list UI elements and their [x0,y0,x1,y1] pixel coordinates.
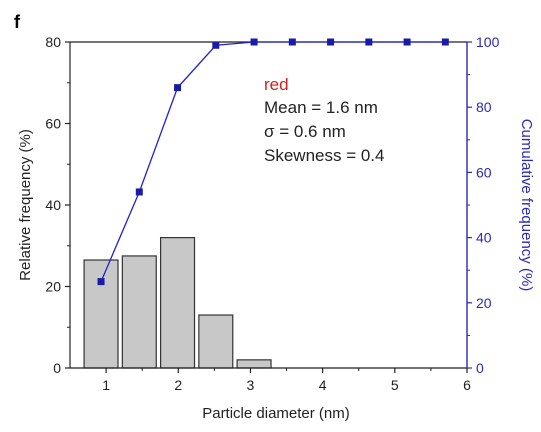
histogram-bar-3 [159,237,196,369]
histogram-bar-4 [198,314,234,369]
y2-tick-label-20: 20 [476,295,492,311]
annotation-block: red Mean = 1.6 nm σ = 0.6 nm Skewness = … [264,75,385,165]
cumulative-series [97,38,449,286]
y2-tick-label-80: 80 [476,99,492,115]
x-tick-label-3: 3 [247,377,255,393]
cumulative-point-3 [174,84,182,92]
y-tick-label-40: 40 [45,197,61,213]
histogram-bar-1 [83,259,119,369]
x-tick-label-5: 5 [391,377,399,393]
y-tick-label-20: 20 [45,279,61,295]
annotation-skewness: Skewness = 0.4 [264,146,385,165]
cumulative-line [100,41,446,282]
bars-group [83,237,272,369]
y2-axis-title: Cumulative frequency (%) [518,119,535,292]
y-tick-label-0: 0 [53,360,61,376]
cumulative-point-10 [441,38,449,46]
annotation-sigma: σ = 0.6 nm [264,122,346,141]
y2-tick-label-40: 40 [476,230,492,246]
y-tick-label-80: 80 [45,34,61,50]
x-tick-label-1: 1 [102,377,110,393]
x-axis-title: Particle diameter (nm) [202,405,350,422]
cumulative-point-7 [327,38,335,46]
x-tick-label-4: 4 [319,377,327,393]
cumulative-point-1 [97,278,105,286]
y2-tick-label-100: 100 [476,34,500,50]
histogram-bar-5 [236,359,272,369]
y2-tick-label-60: 60 [476,164,492,180]
cumulative-point-2 [135,188,143,196]
cumulative-point-6 [288,38,296,46]
panel-label: f [14,12,21,32]
y-tick-label-60: 60 [45,116,61,132]
y-axis-title: Relative frequency (%) [17,129,34,281]
cumulative-point-4 [212,41,220,49]
cumulative-point-5 [250,38,258,46]
x-tick-label-2: 2 [174,377,182,393]
cumulative-point-9 [403,38,411,46]
x-tick-label-6: 6 [463,377,471,393]
annotation-mean: Mean = 1.6 nm [264,98,378,117]
annotation-sample: red [264,75,289,94]
y2-tick-label-0: 0 [476,360,484,376]
cumulative-point-8 [365,38,373,46]
histogram-bar-2 [121,255,157,369]
